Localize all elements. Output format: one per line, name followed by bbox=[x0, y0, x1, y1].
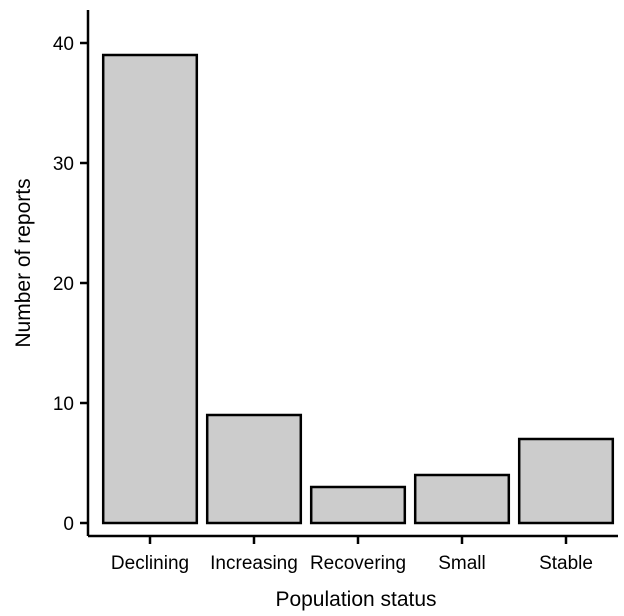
x-axis-label: Population status bbox=[275, 588, 436, 611]
bars-group bbox=[101, 53, 615, 525]
x-tick-label-recovering: Recovering bbox=[310, 553, 406, 574]
bar-recovering bbox=[309, 485, 407, 525]
y-tick-label-30: 30 bbox=[53, 154, 74, 175]
x-tick-label-increasing: Increasing bbox=[210, 553, 298, 574]
x-axis-ticks: Declining Increasing Recovering Small Stable bbox=[111, 536, 593, 574]
y-axis-ticks: 0 10 20 30 40 bbox=[53, 34, 88, 535]
y-axis-label: Number of reports bbox=[12, 178, 35, 347]
y-tick-label-10: 10 bbox=[53, 394, 74, 415]
x-tick-label-small: Small bbox=[438, 553, 486, 574]
bar-stable bbox=[517, 437, 615, 525]
bar-small bbox=[413, 473, 511, 525]
y-tick-label-20: 20 bbox=[53, 274, 74, 295]
x-tick-label-declining: Declining bbox=[111, 553, 189, 574]
x-tick-label-stable: Stable bbox=[539, 553, 593, 574]
y-tick-label-40: 40 bbox=[53, 34, 74, 55]
bar-increasing bbox=[205, 413, 303, 525]
y-tick-label-0: 0 bbox=[63, 514, 74, 535]
bar-declining bbox=[101, 53, 199, 525]
